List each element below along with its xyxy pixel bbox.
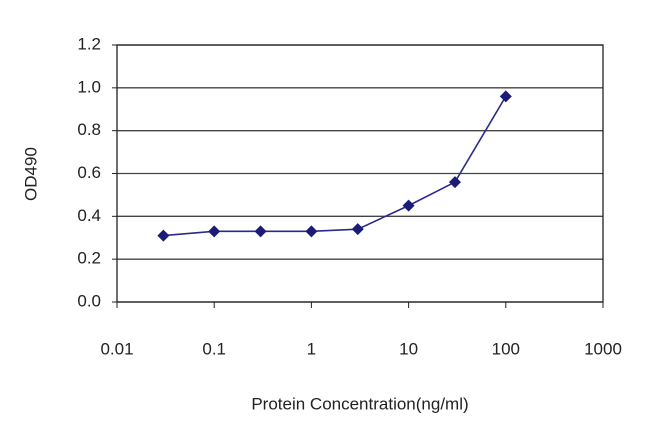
x-tick-label: 100 xyxy=(492,339,520,358)
data-point xyxy=(448,176,461,189)
data-point xyxy=(254,225,267,238)
x-axis-title: Protein Concentration(ng/ml) xyxy=(251,394,468,413)
x-tick-label: 0.1 xyxy=(202,339,226,358)
data-line xyxy=(163,95,507,237)
data-point xyxy=(499,90,512,103)
plot-border xyxy=(116,44,604,303)
data-point xyxy=(157,229,170,242)
x-tick-label: 0.01 xyxy=(100,339,133,358)
y-tick-label: 0.4 xyxy=(77,206,101,225)
data-point xyxy=(351,223,364,236)
data-point xyxy=(208,225,221,238)
data-point xyxy=(305,225,318,238)
y-tick-label: 0.8 xyxy=(77,120,101,139)
y-tick-label: 0.2 xyxy=(77,249,101,268)
y-axis-title: OD490 xyxy=(21,147,40,201)
x-tick-label: 1 xyxy=(307,339,316,358)
y-tick-label: 0.0 xyxy=(77,291,101,310)
x-tick-label: 10 xyxy=(399,339,418,358)
data-point xyxy=(402,199,415,212)
y-tick-label: 0.6 xyxy=(77,163,101,182)
y-tick-label: 1.0 xyxy=(77,77,101,96)
y-tick-label: 1.2 xyxy=(77,34,101,53)
x-tick-label: 1000 xyxy=(584,339,622,358)
